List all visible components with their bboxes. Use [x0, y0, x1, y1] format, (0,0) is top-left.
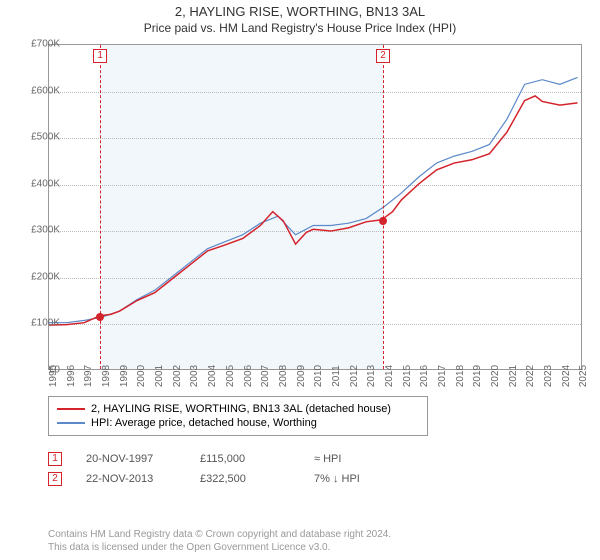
cell-price: £322,500 [200, 473, 290, 485]
x-axis-label: 1995 [48, 365, 59, 387]
attribution-line1: Contains HM Land Registry data © Crown c… [48, 528, 391, 541]
cell-delta: ≈ HPI [314, 453, 404, 465]
page-subtitle: Price paid vs. HM Land Registry's House … [0, 21, 600, 35]
legend-swatch [57, 422, 85, 424]
x-axis-label: 2009 [296, 365, 307, 387]
x-axis-label: 2021 [508, 365, 519, 387]
row-marker-badge: 1 [48, 452, 62, 466]
marker-line [383, 45, 384, 369]
x-axis-label: 2016 [419, 365, 430, 387]
cell-date: 22-NOV-2013 [86, 473, 176, 485]
y-axis-label: £700K [31, 39, 60, 50]
y-axis-label: £600K [31, 85, 60, 96]
marker-dot [96, 313, 104, 321]
x-axis-label: 2019 [472, 365, 483, 387]
attribution-line2: This data is licensed under the Open Gov… [48, 541, 391, 554]
legend: 2, HAYLING RISE, WORTHING, BN13 3AL (det… [48, 396, 428, 436]
y-axis-label: £400K [31, 178, 60, 189]
data-row: 1 20-NOV-1997 £115,000 ≈ HPI [48, 452, 404, 466]
x-axis-label: 2006 [243, 365, 254, 387]
legend-item: 2, HAYLING RISE, WORTHING, BN13 3AL (det… [57, 403, 419, 415]
marker-badge: 2 [376, 49, 390, 63]
x-axis-label: 2024 [561, 365, 572, 387]
x-axis-label: 2003 [189, 365, 200, 387]
x-axis-label: 2007 [260, 365, 271, 387]
y-axis-label: £200K [31, 271, 60, 282]
marker-dot [379, 217, 387, 225]
x-axis-label: 2001 [154, 365, 165, 387]
x-axis-label: 2013 [366, 365, 377, 387]
attribution: Contains HM Land Registry data © Crown c… [48, 528, 391, 554]
x-axis-label: 2014 [384, 365, 395, 387]
x-axis-label: 2020 [490, 365, 501, 387]
legend-label: 2, HAYLING RISE, WORTHING, BN13 3AL (det… [91, 403, 391, 415]
x-axis-label: 2023 [543, 365, 554, 387]
y-axis-label: £300K [31, 225, 60, 236]
row-marker-badge: 2 [48, 472, 62, 486]
x-axis-label: 2008 [278, 365, 289, 387]
legend-swatch [57, 408, 85, 410]
cell-delta: 7% ↓ HPI [314, 473, 404, 485]
cell-price: £115,000 [200, 453, 290, 465]
x-axis-label: 2010 [313, 365, 324, 387]
y-axis-label: £100K [31, 318, 60, 329]
chart-plot-area: 12 [48, 44, 582, 370]
x-axis-label: 2022 [525, 365, 536, 387]
x-axis-label: 1998 [101, 365, 112, 387]
x-axis-label: 1999 [119, 365, 130, 387]
x-axis-label: 1996 [66, 365, 77, 387]
x-axis-label: 2011 [331, 365, 342, 387]
x-axis-label: 2002 [172, 365, 183, 387]
x-axis-label: 1997 [83, 365, 94, 387]
x-axis-label: 2004 [207, 365, 218, 387]
x-axis-label: 2025 [578, 365, 589, 387]
x-axis-label: 2015 [402, 365, 413, 387]
page-title: 2, HAYLING RISE, WORTHING, BN13 3AL [0, 4, 600, 19]
x-axis-label: 2005 [225, 365, 236, 387]
y-axis-label: £500K [31, 132, 60, 143]
legend-item: HPI: Average price, detached house, Wort… [57, 417, 419, 429]
x-axis-label: 2017 [437, 365, 448, 387]
data-table: 1 20-NOV-1997 £115,000 ≈ HPI 2 22-NOV-2013 £32… [48, 446, 404, 492]
series-hpi [49, 77, 578, 322]
data-row: 2 22-NOV-2013 £322,500 7% ↓ HPI [48, 472, 404, 486]
x-axis-label: 2000 [136, 365, 147, 387]
series-property [49, 96, 578, 325]
x-axis-label: 2012 [349, 365, 360, 387]
cell-date: 20-NOV-1997 [86, 453, 176, 465]
marker-badge: 1 [93, 49, 107, 63]
legend-label: HPI: Average price, detached house, Wort… [91, 417, 317, 429]
x-axis-label: 2018 [455, 365, 466, 387]
